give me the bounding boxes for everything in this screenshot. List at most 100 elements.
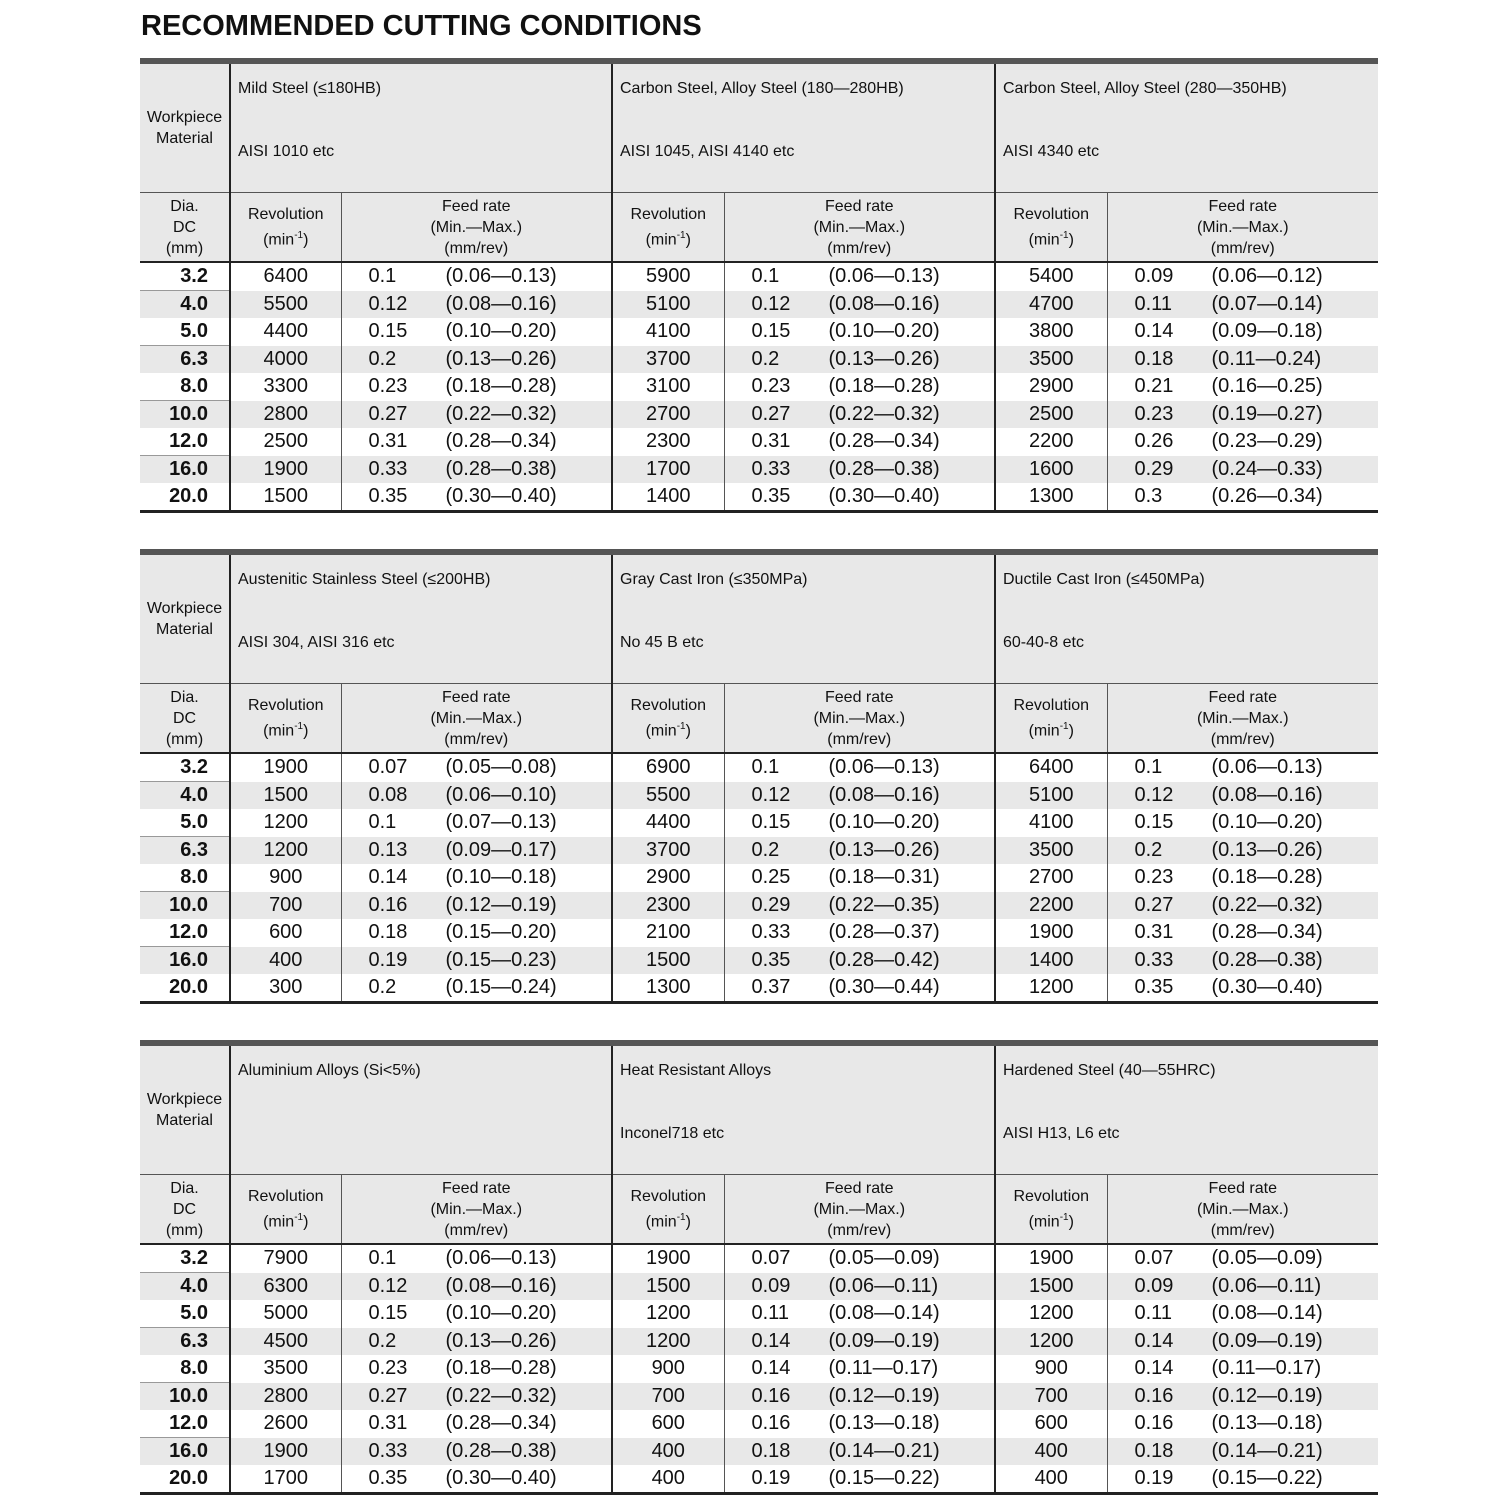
table-row: 8.0 3300 0.23 (0.18—0.28) 3100 0.23 (0.18—0.28… — [140, 373, 1378, 401]
diameter-cell: 12.0 — [169, 921, 208, 943]
feed-rate-cell: 0.12 (0.08—0.16) — [723, 781, 995, 809]
feed-rate-header: Feed rate (Min.—Max.) (mm/rev) — [1106, 683, 1378, 754]
feed-value: 0.14 — [1134, 320, 1174, 342]
diameter-cell: 8.0 — [180, 375, 208, 397]
label-text: -1 — [294, 720, 304, 732]
revolution-cell: 2600 — [229, 1410, 341, 1438]
feed-value: 0.12 — [368, 292, 408, 315]
table-row: 16.0 1900 0.33 (0.28—0.38) 1700 0.33 (0.28—0.3… — [140, 455, 1378, 483]
table-row: 16.0 400 0.19 (0.15—0.23) 1500 0.35 (0.28—0.42… — [140, 946, 1378, 974]
feed-rate-cell: 0.16 (0.12—0.19) — [1106, 1382, 1378, 1410]
feed-range: (0.22—0.32) — [1211, 893, 1323, 916]
label-text: ) — [303, 231, 309, 249]
feed-rate-cell: 0.07 (0.05—0.09) — [723, 1244, 995, 1273]
diameter-cell: 8.0 — [180, 866, 208, 888]
table-row: 3.2 6400 0.1 (0.06—0.13) 5900 0.1 (0.06—0.13) 5… — [140, 262, 1378, 291]
label-text: -1 — [1059, 1211, 1069, 1223]
revolution-cell: 1400 — [611, 483, 724, 512]
feed-rate-cell: 0.1 (0.06—0.13) — [340, 262, 612, 291]
label-text: Revolution — [1013, 696, 1090, 714]
revolution-cell: 3700 — [611, 345, 724, 373]
feed-rate-header: Feed rate (Min.—Max.) (mm/rev) — [1106, 192, 1378, 263]
revolution-cell: 400 — [994, 1465, 1107, 1494]
feed-range: (0.13—0.26) — [445, 1329, 557, 1352]
revolution-cell: 4100 — [611, 318, 724, 346]
feed-rate-cell: 0.33 (0.28—0.38) — [340, 1437, 612, 1465]
label-text: -1 — [294, 1211, 304, 1223]
table-row: 10.0 2800 0.27 (0.22—0.32) 2700 0.27 (0.22—0.3… — [140, 400, 1378, 428]
label-text: ) — [1068, 1213, 1074, 1231]
feed-range: (0.10—0.20) — [445, 1302, 557, 1324]
material-name: Hardened Steel (40—55HRC) — [1003, 1062, 1216, 1079]
feed-range: (0.08—0.16) — [1211, 783, 1323, 806]
workpiece-material-label: Workpiece Material — [140, 1043, 230, 1175]
feed-value: 0.19 — [368, 948, 408, 971]
feed-range: (0.05—0.09) — [828, 1247, 940, 1269]
revolution-cell: 6400 — [994, 753, 1107, 782]
feed-value: 0.18 — [1134, 1439, 1174, 1462]
material-header-row: Workpiece Material Austenitic Stainless St… — [140, 552, 1378, 684]
label-text: (Min.—Max.) — [430, 1200, 523, 1218]
diameter-cell: 4.0 — [140, 1272, 230, 1300]
feed-value: 0.19 — [751, 1467, 791, 1489]
label-text: Revolution — [247, 696, 324, 714]
feed-rate-cell: 0.1 (0.06—0.13) — [723, 753, 995, 782]
revolution-cell: 2500 — [229, 428, 341, 456]
label-text: (mm) — [165, 1221, 204, 1239]
feed-value: 0.14 — [1134, 1329, 1174, 1352]
feed-rate-cell: 0.18 (0.11—0.24) — [1106, 345, 1378, 373]
feed-value: 0.1 — [1134, 756, 1163, 778]
material-code: AISI 1045, AISI 4140 etc — [620, 143, 795, 160]
feed-rate-cell: 0.33 (0.28—0.38) — [723, 455, 995, 483]
material-name: Aluminium Alloys (Si<5%) — [238, 1062, 421, 1079]
feed-value: 0.16 — [1134, 1384, 1174, 1407]
feed-value: 0.33 — [751, 921, 791, 943]
table-row: 20.0 1500 0.35 (0.30—0.40) 1400 0.35 (0.30—0.4… — [140, 483, 1378, 512]
label-text: (mm/rev) — [827, 239, 892, 257]
revolution-cell: 2800 — [229, 400, 341, 428]
material-header-row: Workpiece Material Aluminium Alloys (Si<5%… — [140, 1043, 1378, 1175]
revolution-cell: 1900 — [229, 753, 341, 782]
feed-value: 0.1 — [368, 1247, 397, 1269]
material-cell: Aluminium Alloys (Si<5%) — [229, 1043, 612, 1175]
revolution-cell: 700 — [611, 1382, 724, 1410]
feed-value: 0.1 — [751, 265, 780, 287]
feed-rate-cell: 0.07 (0.05—0.09) — [1106, 1244, 1378, 1273]
label-text: (mm/rev) — [444, 1221, 509, 1239]
diameter-cell: 20.0 — [169, 1467, 208, 1489]
feed-value: 0.31 — [751, 430, 791, 452]
feed-range: (0.06—0.13) — [828, 756, 940, 778]
diameter-cell: 16.0 — [140, 455, 230, 483]
feed-value: 0.15 — [368, 1302, 408, 1324]
feed-range: (0.28—0.34) — [1211, 921, 1323, 943]
feed-range: (0.09—0.18) — [1211, 320, 1323, 342]
revolution-cell: 2700 — [611, 400, 724, 428]
feed-range: (0.08—0.16) — [828, 783, 940, 806]
feed-rate-cell: 0.18 (0.14—0.21) — [723, 1437, 995, 1465]
revolution-header: Revolution (min-1) — [611, 192, 724, 263]
label-text: ) — [303, 722, 309, 740]
feed-range: (0.18—0.31) — [828, 866, 940, 888]
workpiece-material-label: Workpiece Material — [140, 552, 230, 684]
revolution-cell: 1200 — [994, 1300, 1107, 1328]
material-name: Austenitic Stainless Steel (≤200HB) — [238, 571, 491, 588]
revolution-cell: 400 — [994, 1437, 1107, 1465]
revolution-cell: 900 — [229, 864, 341, 892]
revolution-cell: 4700 — [994, 290, 1107, 318]
feed-rate-cell: 0.23 (0.18—0.28) — [340, 373, 612, 401]
label-text: (min — [645, 722, 677, 740]
feed-value: 0.19 — [1134, 1467, 1174, 1489]
feed-value: 0.07 — [1134, 1247, 1174, 1269]
feed-range: (0.18—0.28) — [445, 375, 557, 397]
feed-range: (0.10—0.20) — [828, 811, 940, 833]
feed-rate-cell: 0.33 (0.28—0.37) — [723, 919, 995, 947]
feed-value: 0.16 — [751, 1412, 791, 1434]
feed-value: 0.12 — [368, 1274, 408, 1297]
revolution-cell: 6300 — [229, 1272, 341, 1300]
feed-value: 0.08 — [368, 783, 408, 806]
revolution-cell: 5000 — [229, 1300, 341, 1328]
revolution-cell: 3500 — [994, 836, 1107, 864]
feed-rate-cell: 0.35 (0.30—0.40) — [723, 483, 995, 512]
feed-range: (0.06—0.13) — [1211, 756, 1323, 778]
feed-value: 0.09 — [751, 1274, 791, 1297]
